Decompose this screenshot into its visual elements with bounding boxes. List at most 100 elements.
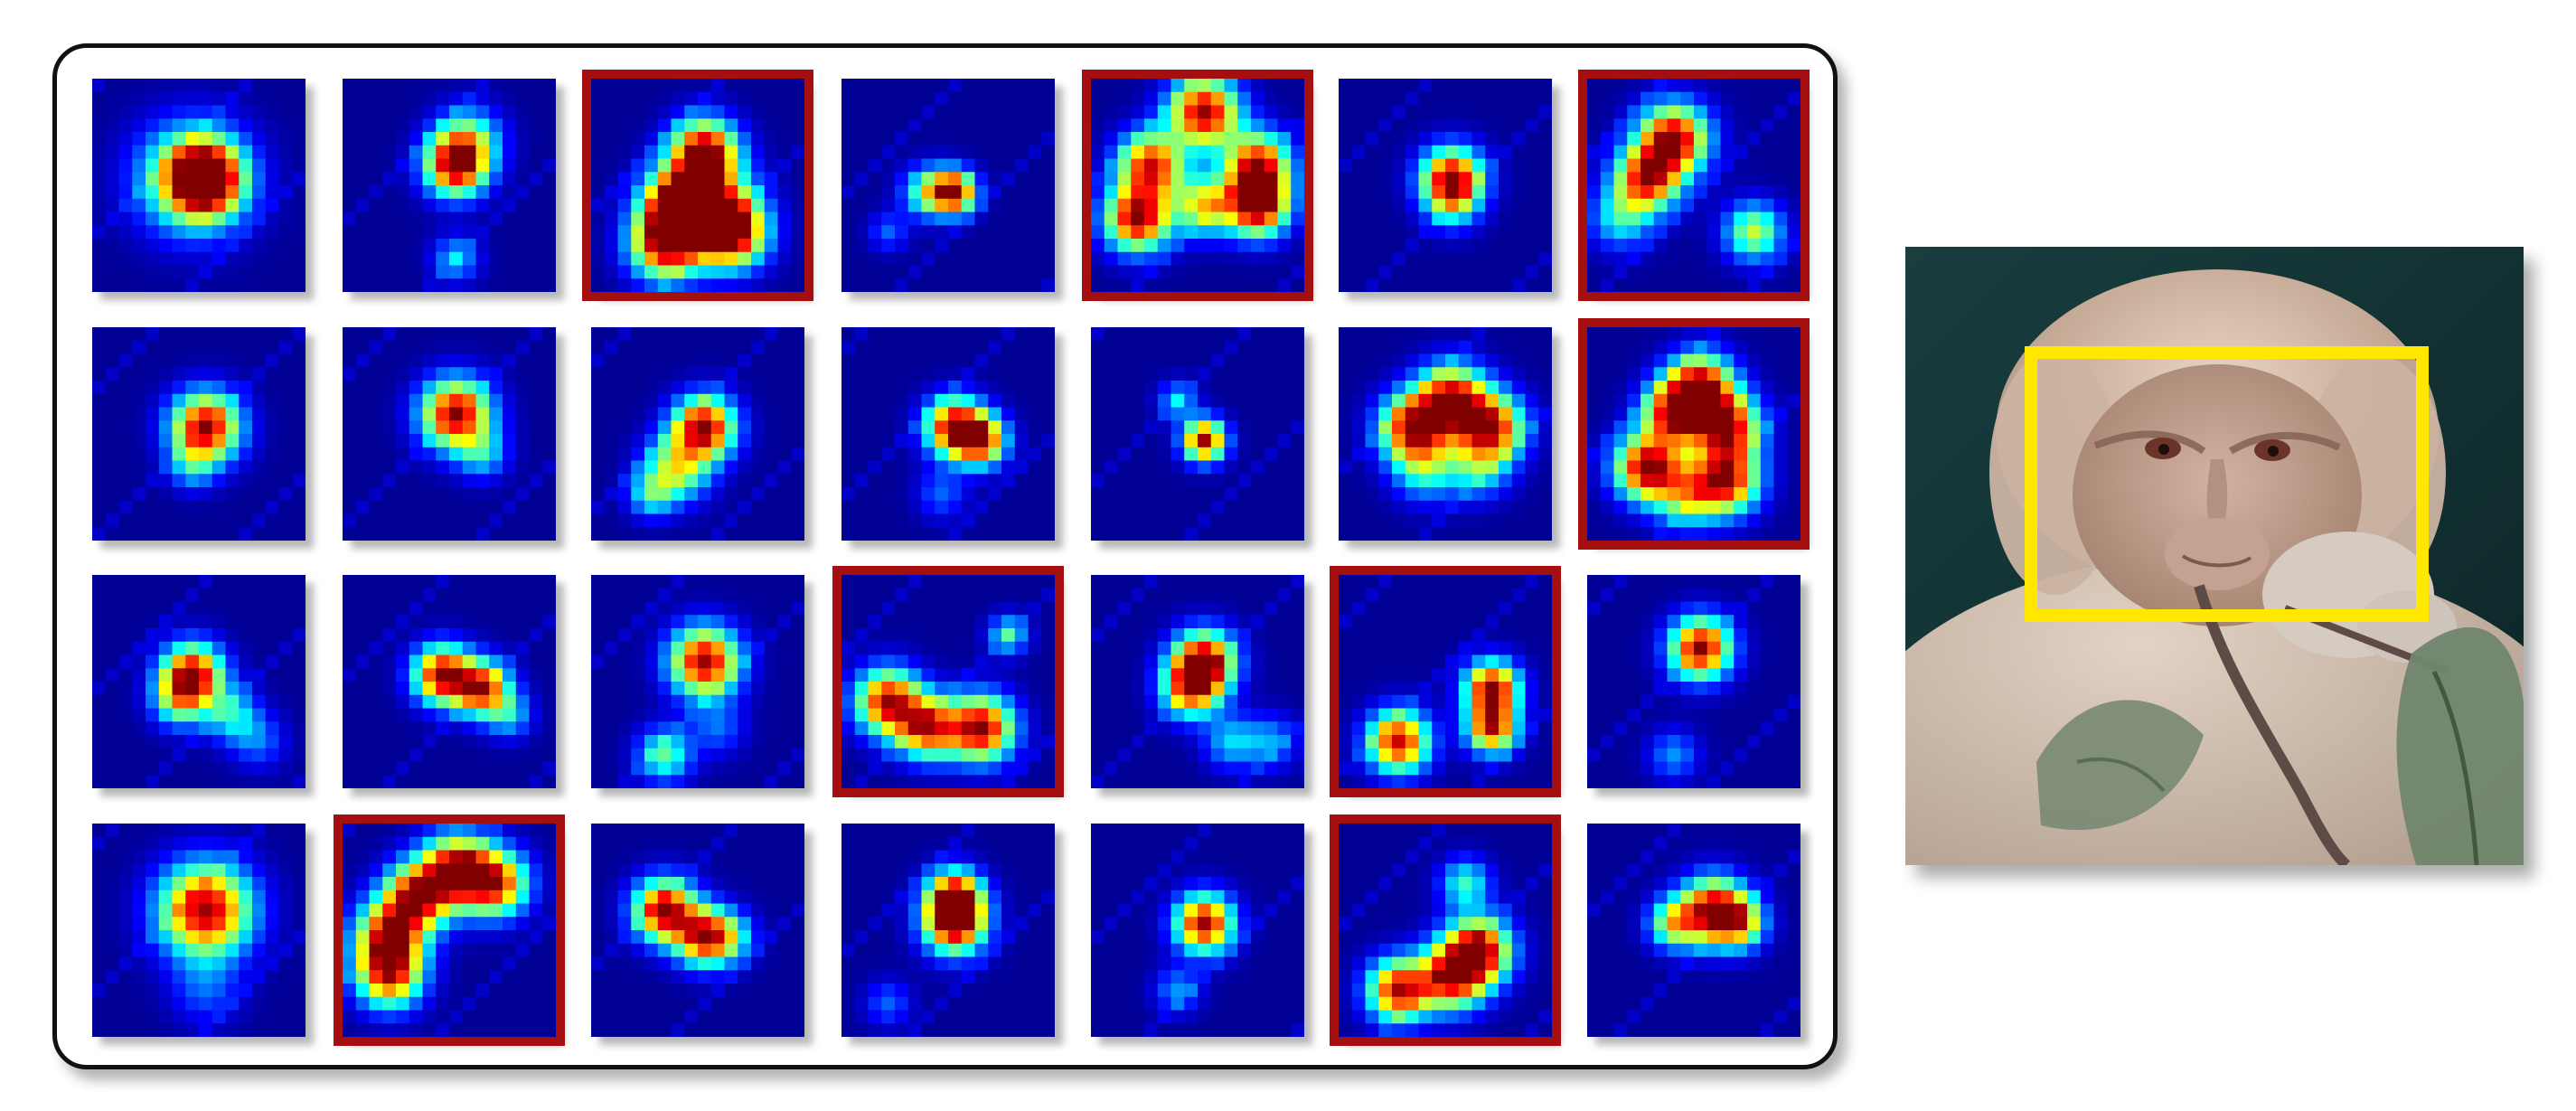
heatmap-cell [1485,251,1500,266]
heatmap-cell [1432,434,1446,448]
activation-map [1339,79,1552,292]
heatmap-cell [225,105,240,119]
heatmap-cell [841,474,856,488]
heatmap-cell [1613,118,1628,133]
heatmap-cell [841,367,856,381]
heatmap-cell [868,575,882,589]
heatmap-cell [239,132,253,146]
heatmap-cell [1720,251,1735,266]
heatmap-cell [343,340,357,354]
heatmap-cell [764,575,778,589]
heatmap-cell [881,761,896,776]
heatmap-cell [974,407,989,421]
heatmap-cell [1432,367,1446,381]
heatmap-cell [278,641,293,655]
heatmap-cell [974,79,989,93]
heatmap-cell [684,761,699,776]
heatmap-cell [921,340,935,354]
heatmap-cell [1538,588,1552,602]
activation-heatmap [1091,327,1304,541]
heatmap-cell [422,735,437,749]
heatmap-cell [1224,487,1238,502]
heatmap-cell [1538,407,1552,421]
heatmap-cell [225,588,240,602]
heatmap-cell [1392,79,1406,93]
heatmap-cell [422,212,437,226]
heatmap-cell [542,239,556,253]
heatmap-cell [1627,447,1641,461]
heatmap-cell [382,340,397,354]
heatmap-cell [1720,513,1735,528]
heatmap-cell [292,212,306,226]
heatmap-cell [1157,460,1171,475]
heatmap-cell [239,654,253,669]
heatmap-cell [841,761,856,776]
heatmap-cell [1418,381,1433,395]
heatmap-cell [935,105,949,119]
heatmap-cell [265,367,279,381]
heatmap-cell [751,278,766,292]
heatmap-cell [185,145,200,159]
heatmap-cell [1251,668,1265,683]
heatmap-cell [948,420,963,435]
heatmap-cell [644,601,659,616]
heatmap-cell [988,407,1002,421]
heatmap-cell [369,601,383,616]
heatmap-cell [542,601,556,616]
heatmap-cell [1014,628,1029,643]
heatmap-cell [935,393,949,408]
heatmap-cell [1720,393,1735,408]
heatmap-cell [935,513,949,528]
heatmap-cell [1277,393,1292,408]
heatmap-cell [185,353,200,368]
heatmap-cell [738,327,752,342]
heatmap-cell [764,588,778,602]
heatmap-cell [1210,601,1225,616]
heatmap-cell [644,668,659,683]
heatmap-cell [1680,393,1695,408]
heatmap-cell [1264,721,1278,736]
heatmap-cell [1144,393,1159,408]
heatmap-cell [515,278,530,292]
heatmap-cell [1378,225,1393,240]
heatmap-cell [118,654,133,669]
heatmap-cell [1117,145,1132,159]
heatmap-cell [764,158,778,173]
heatmap-cell [974,367,989,381]
heatmap-cell [185,434,200,448]
heatmap-cell [988,145,1002,159]
heatmap-cell [252,601,267,616]
heatmap-cell [988,654,1002,669]
heatmap-cell [239,500,253,514]
heatmap-cell [489,527,503,541]
heatmap-cell [436,105,450,119]
heatmap-cell [278,172,293,186]
heatmap-cell [396,340,410,354]
heatmap-cell [225,198,240,212]
heatmap-cell [265,460,279,475]
heatmap-cell [1405,641,1419,655]
heatmap-cell [644,225,659,240]
heatmap-cell [343,748,357,762]
heatmap-cell [1787,239,1800,253]
heatmap-cell [1378,434,1393,448]
heatmap-cell [292,460,306,475]
heatmap-cell [1237,327,1252,342]
heatmap-cell [503,447,517,461]
heatmap-cell [292,105,306,119]
heatmap-cell [1680,79,1695,93]
heatmap-cell [1485,588,1500,602]
heatmap-cell [382,420,397,435]
heatmap-cell [1538,500,1552,514]
heatmap-cell [591,748,606,762]
heatmap-cell [1627,198,1641,212]
heatmap-cell [974,513,989,528]
heatmap-cell [1787,474,1800,488]
heatmap-cell [436,487,450,502]
heatmap-cell [1760,265,1774,279]
heatmap-cell [396,694,410,709]
heatmap-cell [158,105,173,119]
heatmap-cell [382,407,397,421]
heatmap-cell [1773,158,1788,173]
heatmap-cell [1351,513,1366,528]
